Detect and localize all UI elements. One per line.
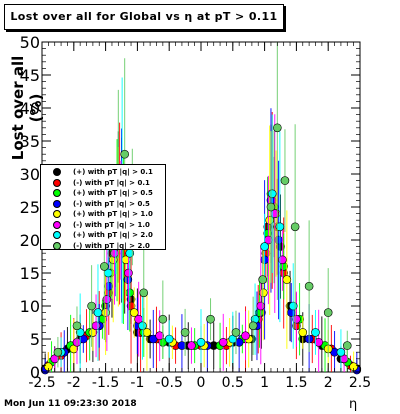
data-point [218,337,228,347]
x-tick-label: 0.5 [222,375,244,391]
y-tick-label: 10 [20,297,40,316]
legend-label: (+) with pT |q| > 1.0 [73,210,153,218]
legend-entry: (-) with pT |q| > 0.5 [43,199,165,209]
legend-label: (-) with pT |q| > 2.0 [73,241,150,250]
x-tick-label: 0 [197,375,206,391]
data-point [265,215,274,225]
legend-entry: (+) with pT |q| > 1.0 [43,209,165,219]
y-tick-label: 15 [20,264,40,283]
series-6 [56,77,346,372]
y-tick-label: 5 [30,330,40,349]
legend-marker-icon [53,168,61,176]
x-tick-label: 2 [324,375,333,391]
legend-entry: (+) with pT |q| > 0.1 [43,167,165,177]
legend-entry: (-) with pT |q| > 0.1 [43,178,165,188]
data-point [258,275,267,284]
legend-marker-icon [53,199,61,208]
data-point [288,301,298,311]
data-point [120,149,129,159]
legend-label: (-) with pT |q| > 0.1 [73,178,150,187]
data-point [336,347,346,357]
x-tick-label: 1.5 [285,375,307,391]
data-point [298,328,308,337]
data-point [311,328,320,337]
data-point [53,347,63,357]
data-point [273,123,282,133]
legend-label: (+) with pT |q| > 0.5 [73,189,153,197]
timestamp: Mon Jun 11 09:23:30 2018 [4,399,137,409]
data-point [100,262,109,271]
data-point [266,202,276,212]
legend-entry: (+) with pT |q| > 2.0 [43,230,165,240]
legend-label: (+) with pT |q| > 2.0 [73,231,153,239]
data-point [256,301,266,311]
data-point [158,314,168,324]
x-tick-label: -0.5 [156,375,183,391]
legend-marker-icon [53,231,61,239]
data-point [102,295,112,304]
legend-entry: (+) with pT |q| > 0.5 [43,188,165,198]
legend-label: (-) with pT |q| > 1.0 [73,220,150,229]
y-tick-label: 0 [30,363,40,382]
data-point [124,268,133,278]
title-box: Lost over all for Global vs η at pT > 0.… [4,4,284,30]
data-point [241,331,250,341]
y-tick-label: 30 [20,165,40,184]
x-tick-label: -2.5 [28,375,55,391]
y-tick-label: 50 [20,33,40,52]
data-point [314,337,323,347]
data-point [323,308,333,317]
data-point [290,222,300,232]
data-point [187,341,196,350]
data-point [342,341,352,350]
data-point [72,321,82,331]
data-point [155,331,164,341]
data-point [267,189,277,199]
y-tick-label: 20 [20,231,40,250]
x-axis-label: η [349,397,358,412]
data-point [91,321,101,331]
x-tick-label: -1 [130,375,144,391]
x-tick-label: 2.5 [349,375,371,391]
x-tick-label: 1 [260,375,269,391]
data-point [278,255,287,265]
legend-entry: (-) with pT |q| > 1.0 [43,220,165,230]
legend-marker-icon [53,220,61,229]
data-point [248,321,258,331]
data-point [231,328,241,337]
data-point [260,242,269,251]
legend-label: (+) with pT |q| > 0.1 [73,168,153,176]
legend-marker-icon [53,210,61,218]
y-tick-label: 25 [20,198,40,217]
legend-label: (-) with pT |q| > 0.5 [73,199,150,208]
data-point [282,275,292,284]
data-point [206,314,215,324]
data-point [304,281,314,291]
y-tick-label: 35 [20,132,40,151]
data-point [275,222,285,232]
y-axis-label: Lost over all (%) [9,55,45,161]
legend-marker-icon [53,189,61,197]
data-point [93,308,103,317]
chart-title: Lost over all for Global vs η at pT > 0.… [10,10,278,23]
data-point [138,321,147,331]
data-point [292,314,301,324]
x-tick-label: -2 [67,375,81,391]
legend-entry: (-) with pT |q| > 2.0 [43,241,165,251]
data-point [180,328,190,337]
legend: (+) with pT |q| > 0.1 (-) with pT |q| > … [40,164,166,250]
data-point [196,337,206,347]
data-point [259,288,268,298]
legend-marker-icon [53,241,61,250]
data-point [280,176,290,185]
data-point [164,334,174,344]
y-tick-label: 40 [20,99,40,118]
data-point [87,301,96,311]
data-point [139,288,149,298]
data-point [177,341,187,350]
axes: -2.5 -2 -1.5 -1 -0.5 0 0.5 1 1.5 2 2.5 0 5 10 15 20 25 30… [20,33,371,391]
y-tick-label: 45 [20,66,40,85]
x-tick-label: -1.5 [92,375,119,391]
legend-marker-icon [53,178,61,187]
